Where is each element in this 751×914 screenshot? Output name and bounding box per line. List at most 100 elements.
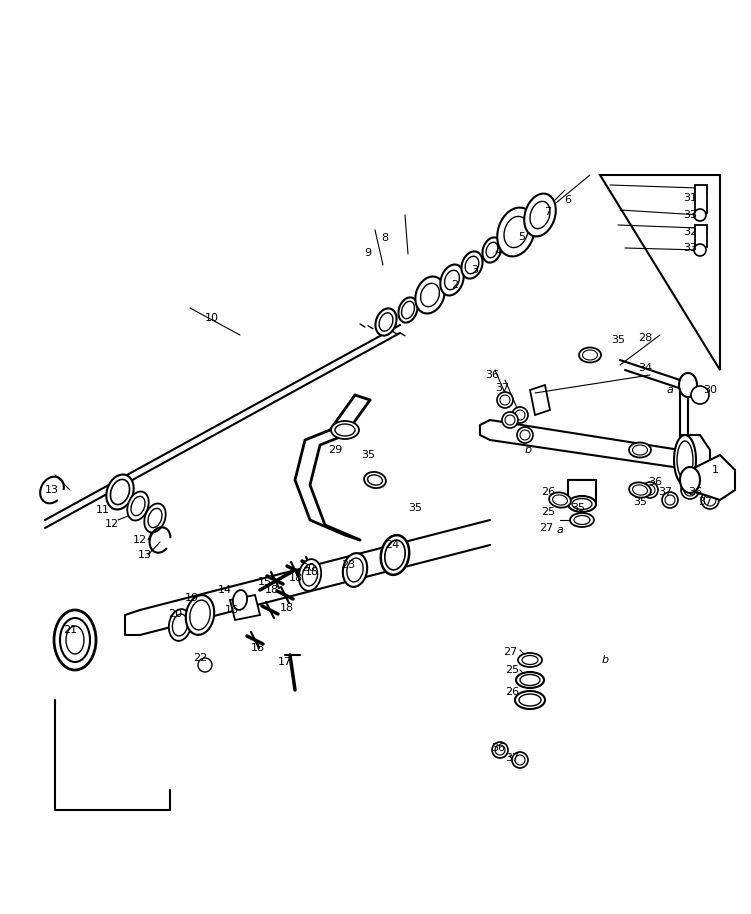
Ellipse shape [574,515,590,525]
Ellipse shape [421,283,439,307]
Text: 36: 36 [485,370,499,380]
Circle shape [704,494,716,506]
Circle shape [642,482,658,498]
Ellipse shape [379,313,393,331]
Text: 13: 13 [45,485,59,495]
Ellipse shape [445,271,460,290]
Text: 18: 18 [280,603,294,613]
Ellipse shape [583,350,598,360]
Ellipse shape [486,242,498,258]
Polygon shape [230,595,260,620]
Text: 25: 25 [541,507,555,517]
Text: 36: 36 [491,743,505,753]
Ellipse shape [331,421,359,439]
Ellipse shape [553,494,568,505]
Ellipse shape [518,653,542,667]
Text: 3: 3 [472,265,478,275]
Text: 27: 27 [503,647,517,657]
Text: 13: 13 [138,550,152,560]
Circle shape [665,495,675,505]
Ellipse shape [461,251,483,279]
Ellipse shape [399,297,418,323]
Text: 10: 10 [205,313,219,323]
Text: 18: 18 [251,643,265,653]
Text: 29: 29 [328,445,342,455]
Ellipse shape [347,558,363,582]
Text: 37: 37 [698,497,712,507]
Ellipse shape [367,475,382,485]
Polygon shape [600,175,720,370]
Ellipse shape [190,600,210,630]
Text: 35: 35 [633,497,647,507]
Ellipse shape [233,590,247,610]
Circle shape [492,742,508,758]
Circle shape [645,485,655,495]
Text: 12: 12 [133,535,147,545]
Circle shape [694,209,706,221]
Text: 35: 35 [361,450,375,460]
Ellipse shape [440,264,463,295]
Ellipse shape [131,496,145,515]
Ellipse shape [568,496,596,512]
Text: 23: 23 [341,560,355,570]
Ellipse shape [520,675,540,686]
Circle shape [495,745,505,755]
Ellipse shape [549,493,571,507]
Text: 18: 18 [289,573,303,583]
Ellipse shape [465,256,479,274]
Ellipse shape [54,610,96,670]
Ellipse shape [516,672,544,688]
Circle shape [701,491,719,509]
Ellipse shape [110,480,130,505]
Text: 4: 4 [494,247,502,257]
Text: 2: 2 [451,280,459,290]
Circle shape [512,407,528,423]
Text: 33: 33 [683,243,697,253]
Ellipse shape [679,373,697,397]
Ellipse shape [66,626,84,654]
Ellipse shape [519,694,541,706]
Text: 32: 32 [683,227,697,237]
Text: 14: 14 [218,585,232,595]
Text: 20: 20 [301,563,315,573]
Text: b: b [602,655,608,665]
Text: 30: 30 [703,385,717,395]
Circle shape [662,492,678,508]
Ellipse shape [169,609,192,641]
Ellipse shape [364,472,386,488]
Ellipse shape [522,655,538,664]
Circle shape [517,427,533,443]
Circle shape [502,412,518,428]
Ellipse shape [504,217,528,248]
Ellipse shape [107,474,134,509]
Text: 28: 28 [638,333,652,343]
Text: 22: 22 [193,653,207,663]
Ellipse shape [173,614,188,636]
Text: 6: 6 [565,195,572,205]
Text: 31: 31 [683,193,697,203]
Ellipse shape [335,424,355,436]
Text: 36: 36 [688,487,702,497]
Circle shape [198,658,212,672]
Text: 16: 16 [225,605,239,615]
Text: 18: 18 [265,585,279,595]
Ellipse shape [148,508,162,527]
Text: 21: 21 [63,625,77,635]
Text: 24: 24 [385,540,399,550]
Text: b: b [524,445,532,455]
Ellipse shape [342,553,367,587]
Text: 12: 12 [105,519,119,529]
Ellipse shape [376,308,397,335]
Ellipse shape [677,441,693,479]
Text: 35: 35 [571,503,585,513]
Ellipse shape [482,238,502,262]
Circle shape [497,392,513,408]
Text: 15: 15 [258,577,272,587]
Ellipse shape [127,492,149,520]
Text: 35: 35 [611,335,625,345]
Text: 37: 37 [495,383,509,393]
Circle shape [500,395,510,405]
Circle shape [684,484,696,496]
Ellipse shape [570,513,594,527]
Ellipse shape [144,504,166,533]
